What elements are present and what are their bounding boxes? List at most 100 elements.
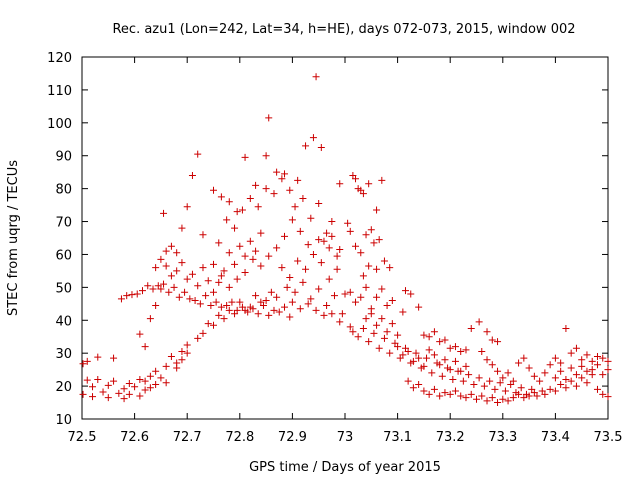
data-point xyxy=(407,290,415,298)
data-point xyxy=(386,349,394,357)
data-point xyxy=(383,328,391,336)
data-point xyxy=(217,193,225,201)
data-point xyxy=(436,361,444,369)
data-point xyxy=(202,292,210,300)
data-point xyxy=(359,325,367,332)
data-point xyxy=(196,300,204,308)
data-point xyxy=(467,390,475,398)
data-point xyxy=(241,153,249,161)
data-point xyxy=(123,292,131,300)
data-point xyxy=(270,190,278,198)
data-point xyxy=(178,259,186,267)
data-point xyxy=(420,362,428,370)
data-point xyxy=(225,249,233,257)
data-point xyxy=(83,376,91,384)
data-point xyxy=(362,315,370,323)
data-point xyxy=(583,379,591,387)
data-point xyxy=(415,303,423,311)
data-point xyxy=(367,310,375,318)
data-point xyxy=(115,389,123,397)
data-point xyxy=(79,390,87,398)
data-point xyxy=(420,331,428,339)
data-point xyxy=(157,255,165,263)
data-point xyxy=(296,227,304,235)
y-axis: 10 20 30 40 50 60 70 80 90 100 110 120 xyxy=(47,51,608,428)
data-point xyxy=(451,357,459,365)
data-point xyxy=(420,387,428,395)
data-point xyxy=(536,377,544,385)
data-point xyxy=(320,311,328,319)
data-point xyxy=(509,394,517,402)
data-point xyxy=(302,142,310,150)
data-point xyxy=(451,343,459,351)
data-point xyxy=(257,262,265,270)
x-tick-label: 73.3 xyxy=(488,430,517,445)
data-point xyxy=(496,379,504,387)
y-tick-label: 90 xyxy=(55,150,72,165)
data-point xyxy=(223,301,231,309)
data-point xyxy=(325,275,333,283)
data-point xyxy=(365,262,373,270)
data-point xyxy=(320,237,328,245)
data-point xyxy=(252,247,260,255)
data-point xyxy=(562,376,570,384)
data-point xyxy=(152,264,160,272)
data-point xyxy=(599,371,607,379)
data-point xyxy=(373,321,381,329)
data-point xyxy=(488,361,496,369)
data-point xyxy=(188,270,196,278)
data-point xyxy=(494,367,502,375)
data-point xyxy=(557,359,565,367)
data-point xyxy=(380,257,388,265)
data-point xyxy=(273,168,281,176)
data-point xyxy=(488,336,496,344)
data-point xyxy=(181,288,189,296)
data-point xyxy=(541,369,549,377)
data-point xyxy=(233,208,241,216)
data-point xyxy=(291,203,299,211)
data-point xyxy=(457,392,465,400)
data-point xyxy=(233,275,241,283)
y-tick-label: 100 xyxy=(47,117,72,132)
x-tick-label: 73 xyxy=(337,430,354,445)
data-point xyxy=(338,310,346,318)
data-point xyxy=(430,351,438,359)
data-point xyxy=(152,367,160,375)
data-point xyxy=(404,377,412,385)
data-point xyxy=(257,229,265,237)
x-axis: 72.5 72.6 72.7 72.8 72.9 73 73.1 73.2 73.3 73.4 73… xyxy=(68,57,622,445)
data-point xyxy=(309,250,317,258)
data-point xyxy=(383,301,391,309)
data-point xyxy=(207,301,215,309)
data-point xyxy=(162,379,170,387)
data-point xyxy=(359,190,367,198)
data-point xyxy=(165,288,173,296)
data-point xyxy=(425,346,433,354)
data-point xyxy=(220,267,228,275)
data-point xyxy=(336,246,344,254)
data-point xyxy=(104,394,112,402)
data-point xyxy=(160,280,168,288)
data-point xyxy=(273,244,281,252)
data-point xyxy=(294,257,302,265)
data-point xyxy=(262,152,270,160)
data-point xyxy=(252,292,260,300)
data-point xyxy=(375,236,383,244)
data-point xyxy=(486,377,494,385)
data-point xyxy=(138,287,146,295)
data-point xyxy=(286,186,294,194)
x-tick-label: 72.5 xyxy=(68,430,97,445)
data-point xyxy=(572,382,580,390)
data-point xyxy=(281,170,289,178)
data-point xyxy=(328,218,336,226)
data-point xyxy=(186,295,194,303)
y-tick-label: 110 xyxy=(47,84,72,99)
data-point xyxy=(394,343,402,351)
data-point xyxy=(401,287,409,295)
data-point xyxy=(323,301,331,309)
data-point xyxy=(146,372,154,380)
data-point xyxy=(152,380,160,388)
data-point xyxy=(212,298,220,306)
data-point xyxy=(210,321,217,329)
data-point xyxy=(183,275,191,283)
